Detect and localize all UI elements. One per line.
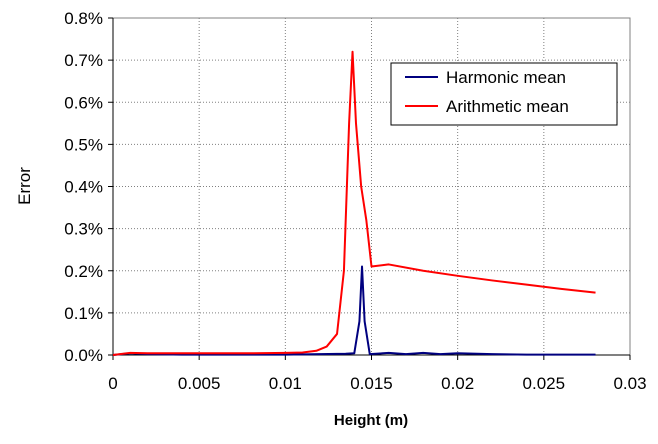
x-tick-label: 0.01 <box>269 374 302 393</box>
y-tick-label: 0.8% <box>64 9 103 28</box>
legend-label-harmonic: Harmonic mean <box>446 68 566 87</box>
y-tick-label: 0.0% <box>64 346 103 365</box>
y-tick-label: 0.7% <box>64 51 103 70</box>
y-tick-label: 0.6% <box>64 93 103 112</box>
legend: Harmonic mean Arithmetic mean <box>390 62 618 126</box>
x-axis-title: Height (m) <box>334 412 408 429</box>
y-tick-label: 0.1% <box>64 304 103 323</box>
x-tick-label: 0.015 <box>350 374 393 393</box>
x-tick-label: 0.005 <box>178 374 221 393</box>
legend-label-arithmetic: Arithmetic mean <box>446 97 569 116</box>
gridlines <box>113 18 630 355</box>
series-lines <box>112 50 596 356</box>
y-tick-label: 0.3% <box>64 220 103 239</box>
x-tick-label: 0.03 <box>613 374 646 393</box>
series-line-arithmetic-mean <box>112 50 596 356</box>
tick-labels: 0 0.005 0.01 0.015 0.02 0.025 0.03 0.0% 0.1% 0.2%… <box>64 9 646 393</box>
x-tick-label: 0.02 <box>441 374 474 393</box>
y-tick-label: 0.5% <box>64 135 103 154</box>
y-tick-label: 0.2% <box>64 262 103 281</box>
y-axis-title: Error <box>15 167 34 205</box>
legend-box <box>390 62 618 126</box>
y-tick-label: 0.4% <box>64 178 103 197</box>
x-tick-label: 0 <box>108 374 117 393</box>
series-line-harmonic-mean <box>112 265 596 356</box>
x-tick-label: 0.025 <box>523 374 566 393</box>
